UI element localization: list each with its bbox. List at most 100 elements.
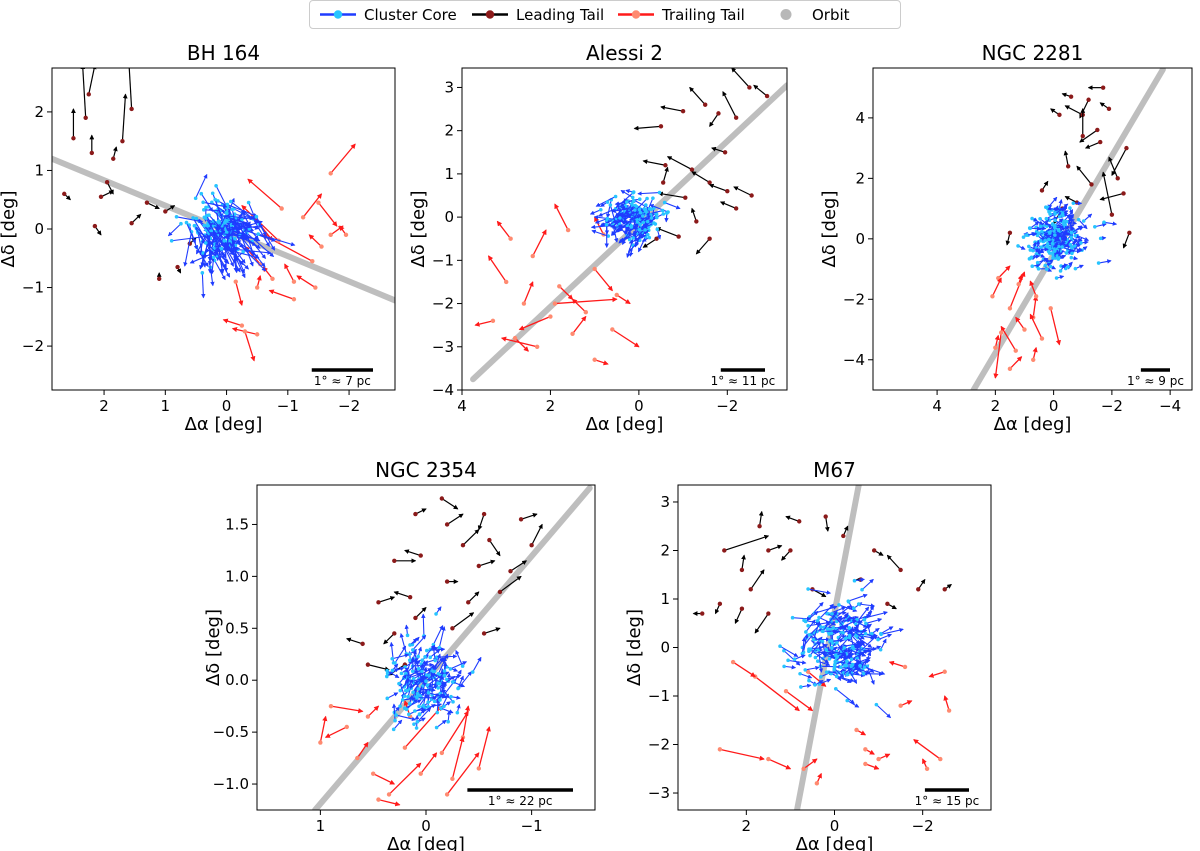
core-arrow bbox=[450, 661, 468, 670]
trailing-point bbox=[521, 301, 527, 306]
trailing-point bbox=[300, 215, 306, 220]
y-axis-label: Δδ [deg] bbox=[408, 190, 429, 267]
leading-point bbox=[739, 567, 745, 573]
y-tick-label: 1 bbox=[34, 161, 44, 179]
core-point bbox=[254, 214, 259, 219]
core-point bbox=[1064, 251, 1069, 255]
leading-arrow bbox=[662, 166, 669, 183]
core-point bbox=[833, 686, 838, 691]
core-arrow bbox=[861, 578, 874, 591]
core-arrow bbox=[185, 222, 196, 244]
leading-point bbox=[1074, 200, 1080, 205]
plot-area bbox=[470, 68, 787, 383]
core-point bbox=[415, 720, 420, 724]
core-point bbox=[643, 228, 647, 232]
trailing-arrow bbox=[616, 294, 631, 305]
core-point bbox=[201, 200, 205, 205]
leading-point bbox=[766, 548, 771, 553]
leading-point bbox=[733, 206, 739, 211]
x-axis-label: Δα [deg] bbox=[586, 414, 664, 435]
core-arrow bbox=[637, 191, 660, 196]
core-point bbox=[879, 632, 883, 637]
leading-point bbox=[700, 611, 705, 616]
core-point bbox=[637, 197, 642, 202]
leading-arrow bbox=[378, 596, 396, 603]
core-point bbox=[804, 630, 808, 634]
core-point bbox=[637, 227, 642, 232]
core-arrow bbox=[194, 225, 214, 246]
y-axis-label: Δδ [deg] bbox=[203, 609, 224, 686]
x-tick-label: 2 bbox=[742, 817, 752, 835]
core-point bbox=[862, 665, 867, 669]
core-arrow bbox=[452, 681, 466, 688]
scale-label: 1° ≈ 7 pc bbox=[314, 374, 371, 388]
trailing-arrow bbox=[554, 296, 618, 305]
core-arrow bbox=[234, 238, 260, 259]
leading-point bbox=[1039, 188, 1045, 193]
core-point bbox=[856, 602, 861, 606]
leading-point bbox=[111, 156, 116, 161]
core-point bbox=[390, 668, 395, 673]
core-point bbox=[1051, 256, 1055, 260]
leading-arrow bbox=[383, 633, 395, 645]
trailing-arrow bbox=[554, 203, 569, 231]
core-point bbox=[209, 229, 214, 233]
core-arrow bbox=[856, 614, 871, 621]
core-point bbox=[665, 211, 669, 215]
trailing-arrow bbox=[518, 315, 551, 331]
core-point bbox=[831, 626, 836, 630]
legend-item-orbit: Orbit bbox=[766, 1, 850, 28]
core-arrow bbox=[609, 204, 617, 225]
trailing-point bbox=[328, 232, 333, 238]
core-point bbox=[800, 651, 805, 656]
core-point bbox=[416, 654, 420, 659]
leading-arrow bbox=[750, 569, 765, 590]
core-point bbox=[1070, 245, 1074, 250]
core-point bbox=[385, 671, 390, 676]
trailing-point bbox=[291, 279, 297, 284]
core-point bbox=[813, 683, 817, 687]
leading-arrow bbox=[886, 554, 902, 571]
leading-point bbox=[508, 568, 513, 574]
core-point bbox=[806, 623, 810, 628]
core-arrow bbox=[851, 651, 865, 660]
core-point bbox=[241, 250, 245, 254]
core-point bbox=[184, 220, 189, 225]
trailing-arrow bbox=[330, 143, 356, 174]
trailing-arrow bbox=[1050, 308, 1061, 346]
trailing-point bbox=[343, 232, 349, 238]
core-arrow bbox=[858, 603, 876, 608]
leading-point bbox=[392, 631, 397, 636]
core-arrow bbox=[846, 660, 862, 672]
core-point bbox=[402, 694, 407, 698]
core-arrow bbox=[457, 675, 464, 689]
core-arrow bbox=[405, 678, 414, 691]
core-point bbox=[623, 204, 628, 208]
core-point bbox=[470, 670, 475, 674]
scale-label: 1° ≈ 15 pc bbox=[915, 794, 980, 808]
axes-frame bbox=[461, 67, 788, 391]
core-arrow bbox=[214, 199, 223, 219]
core-point bbox=[413, 709, 417, 713]
core-point bbox=[224, 230, 229, 235]
y-tick-label: 2 bbox=[34, 103, 44, 121]
trailing-arrow bbox=[446, 752, 480, 795]
leading-point bbox=[175, 264, 180, 270]
trailing-arrow bbox=[732, 661, 756, 678]
core-point bbox=[847, 633, 852, 638]
core-point bbox=[404, 707, 409, 712]
core-point bbox=[432, 699, 437, 704]
leading-point bbox=[823, 514, 828, 519]
y-tick-label: 0 bbox=[444, 208, 454, 226]
core-arrow bbox=[1054, 230, 1067, 236]
core-point bbox=[225, 211, 229, 216]
core-point bbox=[385, 668, 389, 673]
core-arrow bbox=[834, 655, 853, 666]
core-arrow bbox=[845, 665, 858, 684]
core-arrow bbox=[632, 209, 640, 220]
core-point bbox=[424, 679, 428, 684]
trailing-point bbox=[254, 285, 260, 290]
y-tick-label: −0.5 bbox=[213, 723, 249, 741]
core-arrow bbox=[438, 626, 446, 648]
core-point bbox=[228, 199, 233, 204]
